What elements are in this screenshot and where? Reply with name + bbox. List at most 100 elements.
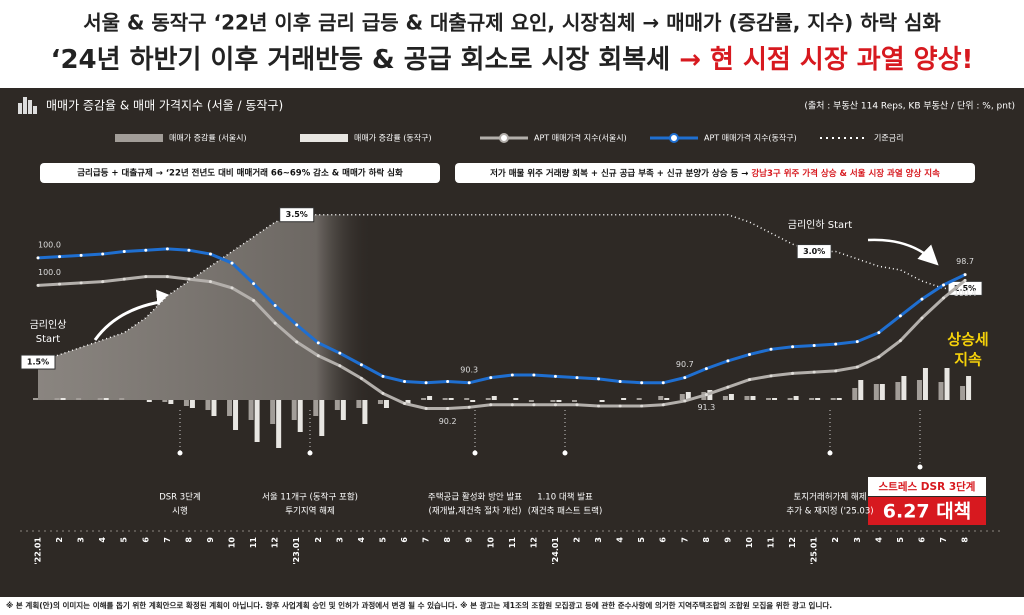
x-tick-label: 10 [228, 537, 237, 549]
footer-bg [0, 597, 1024, 615]
index-point [747, 378, 751, 382]
bar [685, 392, 691, 400]
index-point [338, 364, 342, 368]
index-point [597, 404, 601, 408]
bar [772, 398, 778, 400]
x-tick-label: 12 [271, 537, 280, 548]
index-point [661, 403, 665, 407]
index-point [467, 405, 471, 409]
bar [405, 400, 411, 404]
index-point [553, 374, 557, 378]
index-point [381, 391, 385, 395]
x-tick-label: 2 [831, 537, 840, 543]
index-point [79, 281, 83, 285]
index-label: 90.7 [676, 360, 694, 369]
index-point [791, 371, 795, 375]
index-label: 98.7 [956, 257, 974, 266]
x-tick-label: 6 [400, 537, 409, 543]
index-point [187, 248, 191, 252]
index-point [144, 275, 148, 279]
index-point [769, 347, 773, 351]
header-line2: ‘24년 하반기 이후 거래반등 & 공급 회소로 시장 회복세 → 현 시점 … [51, 45, 974, 75]
bar [836, 398, 842, 400]
rate-label: 3.5% [286, 210, 308, 219]
index-line [37, 247, 966, 385]
x-tick-label: 5 [896, 537, 905, 543]
index-point [963, 273, 967, 277]
bar [421, 398, 427, 400]
bar [233, 400, 239, 430]
index-point [424, 381, 428, 385]
bar [383, 400, 389, 408]
x-tick-label: 4 [874, 537, 883, 543]
x-tick-label: 6 [917, 537, 926, 543]
header-bg [0, 0, 1024, 88]
bar [550, 400, 556, 402]
x-tick-label: 6 [141, 537, 150, 543]
index-point [446, 379, 450, 383]
x-tick-label: 10 [745, 537, 754, 549]
bar [464, 398, 470, 400]
index-point [963, 278, 967, 282]
banner-text: 저가 매물 위주 거래량 회복 + 신규 공급 부족 + 신규 분양가 상승 등… [490, 168, 940, 179]
index-point [36, 256, 40, 260]
bar [76, 398, 82, 400]
index-point [101, 280, 105, 284]
index-point [424, 407, 428, 411]
index-point [942, 283, 946, 287]
arrow [867, 238, 939, 266]
bar [750, 396, 756, 400]
index-point [187, 277, 191, 281]
policy-text: 스트레스 DSR 3단계 [879, 480, 976, 493]
x-tick-label: '22.01 [34, 537, 43, 565]
bar [270, 400, 276, 424]
index-point [295, 323, 299, 327]
x-tick-label: 8 [184, 537, 193, 543]
index-point [726, 359, 730, 363]
index-point [165, 275, 169, 279]
note: 금리인상 [30, 319, 67, 331]
x-tick-label: 11 [249, 537, 258, 549]
bar [470, 400, 476, 402]
bar [362, 400, 368, 424]
bar [442, 398, 448, 400]
index-point [661, 381, 665, 385]
x-tick-label: 4 [357, 537, 366, 543]
index-point [489, 376, 493, 380]
index-label: 100.0 [38, 268, 61, 277]
bar [599, 400, 605, 402]
bar [722, 396, 728, 400]
index-point [510, 373, 514, 377]
index-point [403, 401, 407, 405]
bar [211, 400, 217, 416]
header-line1: 서울 & 동작구 ‘22년 이후 금리 급등 & 대출규제 요인, 시장침체 →… [83, 11, 941, 35]
event-text: 투기지역 해제 [285, 506, 335, 517]
bar [205, 400, 211, 410]
rate-label-box [796, 244, 832, 260]
bar [809, 398, 815, 400]
title-icon [18, 97, 37, 114]
bar [183, 400, 189, 406]
index-point [769, 374, 773, 378]
index-point [575, 403, 579, 407]
index-point [208, 252, 212, 256]
bar [254, 400, 260, 442]
x-tick-label: 9 [465, 537, 474, 543]
policy-box [868, 497, 986, 525]
index-label: 91.3 [697, 403, 715, 412]
bar [491, 396, 497, 400]
index-point [144, 248, 148, 252]
banner-highlight: 강남3구 위주 가격 상승 & 서울 시장 과열 양상 지속 [751, 168, 940, 179]
index-point [920, 316, 924, 320]
index-point [855, 365, 859, 369]
index-point [704, 367, 708, 371]
index-point [747, 352, 751, 356]
banner-text: 금리급등 + 대출규제 → ‘22년 전년도 대비 매매거래 66~69% 감소… [77, 168, 403, 179]
x-tick-label: 9 [723, 537, 732, 543]
bar [658, 396, 664, 400]
index-point [230, 261, 234, 265]
event-dot [307, 450, 313, 456]
event-dot [827, 450, 833, 456]
index-point [36, 283, 40, 287]
